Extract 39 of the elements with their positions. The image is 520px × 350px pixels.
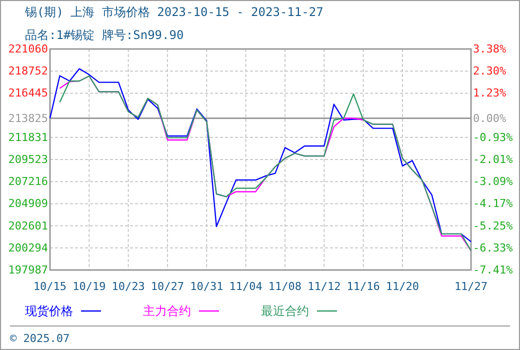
y-tick-label: 209523	[8, 153, 48, 166]
y-tick-label: 197987	[8, 264, 48, 277]
y2-tick-label: -2.01%	[473, 152, 514, 166]
x-tick-label: 11/20	[386, 280, 420, 293]
y2-tick-label: -0.93%	[473, 130, 514, 144]
y-tick-label: 204909	[8, 197, 48, 210]
x-tick-label: 11/08	[268, 280, 302, 293]
x-tick-label: 10/19	[72, 280, 106, 293]
y-tick-label: 216445	[8, 86, 48, 100]
legend-label: 现货价格	[25, 304, 73, 318]
y-tick-label: 221060	[8, 42, 48, 56]
y-tick-label: 200294	[8, 241, 48, 254]
text: © 2025.07	[10, 332, 70, 345]
y2-tick-label: 3.38%	[473, 42, 506, 56]
y-tick-label: 202601	[8, 219, 48, 232]
y-tick-label: 213825	[8, 112, 48, 125]
chart-subtitle: 品名:1#锡锭 牌号:Sn99.90	[25, 28, 184, 42]
y2-tick-label: 1.23%	[473, 86, 506, 100]
y-tick-label: 211831	[8, 130, 48, 144]
y2-tick-label: -4.17%	[473, 197, 514, 210]
y2-tick-label: -5.25%	[473, 219, 514, 232]
y-tick-label: 218752	[8, 64, 48, 78]
x-tick-label: 11/16	[346, 280, 380, 293]
y2-tick-label: 0.00%	[473, 112, 506, 125]
y2-tick-label: -7.41%	[473, 264, 514, 277]
x-tick-label: 11/04	[229, 280, 263, 293]
legend-label: 主力合约	[143, 304, 191, 318]
x-tick-label: 10/15	[33, 280, 67, 293]
y2-tick-label: 2.30%	[473, 64, 506, 78]
x-tick-label: 11/12	[308, 280, 341, 293]
x-tick-label: 10/27	[150, 280, 184, 293]
x-tick-label: 11/27	[454, 280, 488, 293]
legend-label: 最近合约	[261, 304, 309, 318]
x-tick-label: 10/31	[190, 280, 224, 293]
y-tick-label: 207216	[8, 175, 48, 188]
y2-tick-label: -3.09%	[473, 175, 514, 188]
chart-title: 锡(期) 上海 市场价格 2023-10-15 - 2023-11-27	[24, 5, 324, 19]
y2-tick-label: -6.33%	[473, 241, 514, 254]
x-tick-label: 10/23	[112, 280, 145, 293]
